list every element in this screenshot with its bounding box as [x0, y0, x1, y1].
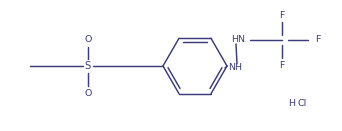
Text: F: F — [315, 36, 321, 45]
Text: S: S — [85, 61, 91, 71]
Text: O: O — [84, 34, 92, 43]
Text: Cl: Cl — [298, 99, 307, 108]
Text: F: F — [279, 61, 285, 70]
Text: NH: NH — [228, 64, 242, 72]
Text: H: H — [288, 99, 295, 108]
Text: O: O — [84, 89, 92, 97]
Text: HN: HN — [231, 36, 245, 45]
Text: F: F — [279, 10, 285, 20]
